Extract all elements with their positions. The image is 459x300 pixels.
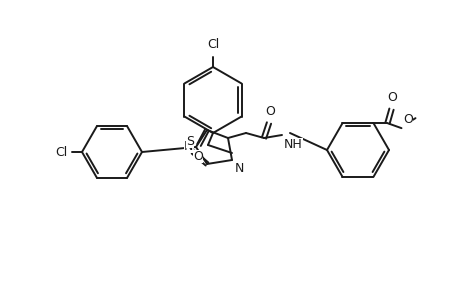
Text: N: N: [235, 162, 244, 175]
Text: N: N: [183, 140, 193, 152]
Text: O: O: [264, 105, 274, 118]
Text: Cl: Cl: [56, 146, 68, 158]
Text: NH: NH: [283, 138, 302, 151]
Text: S: S: [185, 135, 194, 148]
Text: O: O: [193, 150, 202, 163]
Text: O: O: [403, 113, 413, 126]
Text: Cl: Cl: [207, 38, 218, 51]
Text: O: O: [387, 91, 397, 104]
